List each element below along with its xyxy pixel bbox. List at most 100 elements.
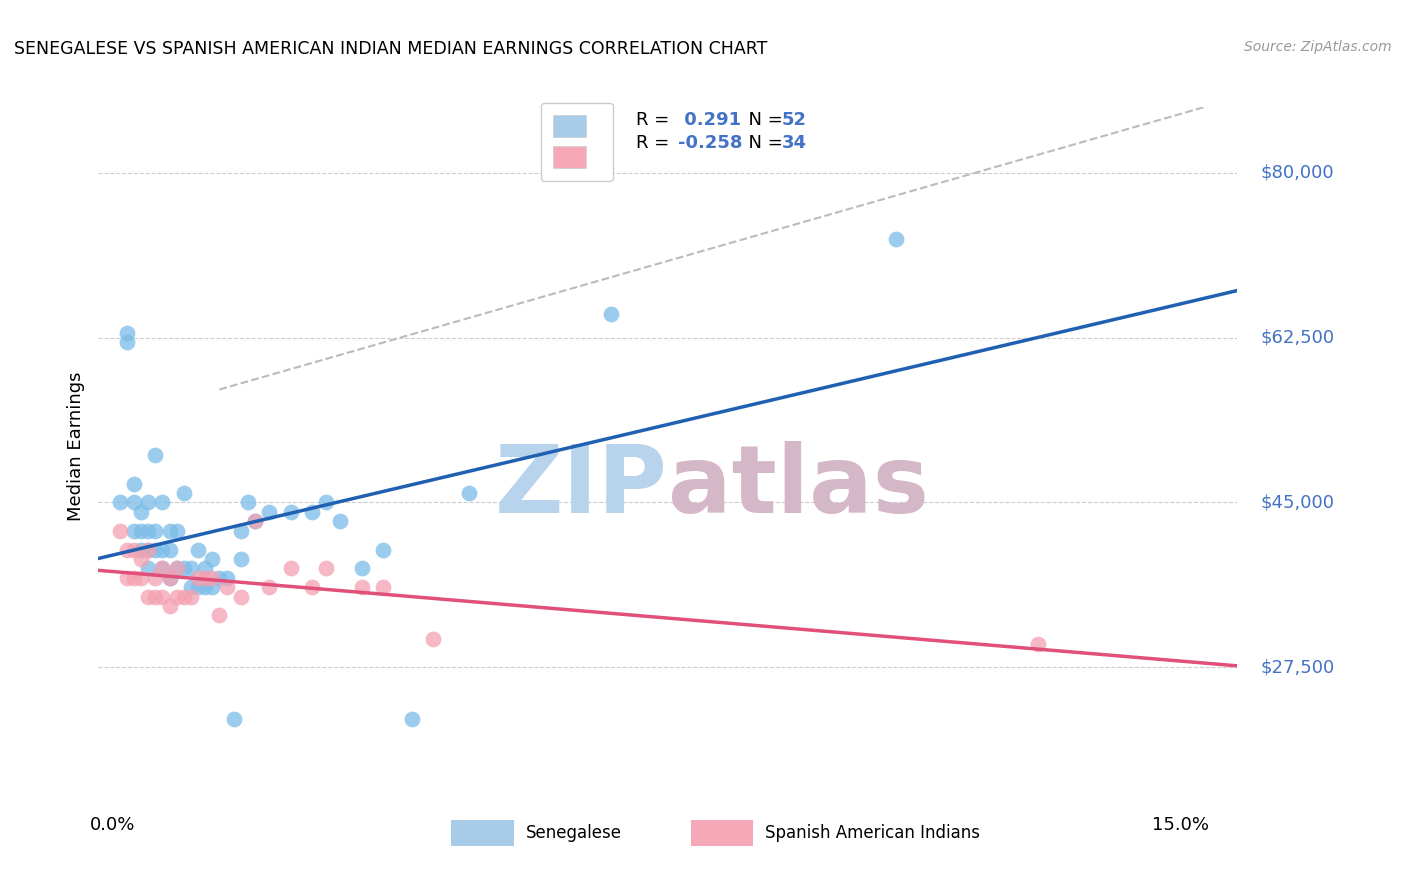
Point	[201, 571, 224, 585]
Point	[122, 476, 145, 491]
Point	[136, 542, 159, 557]
Point	[194, 571, 217, 585]
Point	[159, 571, 181, 585]
Point	[136, 590, 159, 604]
Point	[129, 571, 152, 585]
Point	[173, 486, 195, 500]
Text: N =: N =	[737, 112, 789, 129]
Point	[259, 505, 281, 519]
Point	[229, 552, 252, 566]
Point	[243, 514, 266, 528]
Text: -0.258: -0.258	[678, 134, 742, 152]
Point	[108, 524, 131, 538]
Y-axis label: Median Earnings: Median Earnings	[67, 371, 86, 521]
Point	[136, 495, 159, 509]
Text: 34: 34	[782, 134, 807, 152]
Point	[194, 580, 217, 594]
Text: N =: N =	[737, 134, 789, 152]
Point	[152, 542, 174, 557]
Point	[350, 580, 373, 594]
Point	[108, 495, 131, 509]
Point	[215, 580, 238, 594]
Text: $45,000: $45,000	[1260, 493, 1334, 511]
Text: $27,500: $27,500	[1260, 658, 1334, 676]
Point	[122, 542, 145, 557]
Point	[180, 561, 202, 575]
Text: Source: ZipAtlas.com: Source: ZipAtlas.com	[1244, 40, 1392, 54]
Point	[301, 505, 323, 519]
Point	[115, 571, 138, 585]
Point	[115, 326, 138, 340]
Point	[280, 561, 302, 575]
Point	[159, 571, 181, 585]
Point	[187, 571, 209, 585]
Point	[145, 542, 167, 557]
Text: R =: R =	[636, 112, 675, 129]
Point	[173, 590, 195, 604]
Point	[401, 712, 423, 726]
Point	[194, 561, 217, 575]
Point	[115, 542, 138, 557]
Point	[187, 580, 209, 594]
Point	[145, 590, 167, 604]
Point	[115, 335, 138, 350]
Point	[422, 632, 444, 646]
Text: SENEGALESE VS SPANISH AMERICAN INDIAN MEDIAN EARNINGS CORRELATION CHART: SENEGALESE VS SPANISH AMERICAN INDIAN ME…	[14, 40, 768, 58]
Point	[159, 524, 181, 538]
Text: atlas: atlas	[668, 441, 929, 533]
Point	[180, 580, 202, 594]
Point	[152, 590, 174, 604]
Point	[122, 524, 145, 538]
Point	[129, 505, 152, 519]
Point	[152, 561, 174, 575]
Point	[159, 542, 181, 557]
Point	[129, 552, 152, 566]
Point	[1026, 637, 1049, 651]
Point	[166, 524, 188, 538]
Point	[329, 514, 352, 528]
Point	[129, 542, 152, 557]
Point	[159, 599, 181, 613]
Point	[136, 524, 159, 538]
Point	[152, 495, 174, 509]
Text: 15.0%: 15.0%	[1152, 815, 1209, 833]
Point	[259, 580, 281, 594]
Point	[166, 590, 188, 604]
Point	[280, 505, 302, 519]
Point	[371, 542, 394, 557]
Point	[166, 561, 188, 575]
Point	[301, 580, 323, 594]
Point	[350, 561, 373, 575]
Point	[229, 524, 252, 538]
Point	[136, 561, 159, 575]
Text: Spanish American Indians: Spanish American Indians	[765, 824, 980, 842]
Point	[122, 571, 145, 585]
Point	[229, 590, 252, 604]
Point	[136, 542, 159, 557]
Point	[145, 571, 167, 585]
Text: 52: 52	[782, 112, 807, 129]
Point	[884, 232, 907, 246]
Point	[173, 561, 195, 575]
Point	[122, 495, 145, 509]
Text: Senegalese: Senegalese	[526, 824, 621, 842]
Point	[236, 495, 259, 509]
Point	[129, 524, 152, 538]
Point	[145, 524, 167, 538]
Point	[208, 608, 231, 623]
Point	[222, 712, 245, 726]
Point	[187, 542, 209, 557]
Point	[166, 561, 188, 575]
Text: $80,000: $80,000	[1260, 164, 1334, 182]
Text: 0.0%: 0.0%	[90, 815, 135, 833]
Point	[457, 486, 479, 500]
Point	[152, 561, 174, 575]
Legend: , : ,	[541, 103, 613, 181]
Point	[180, 590, 202, 604]
Point	[201, 552, 224, 566]
Point	[315, 561, 337, 575]
Point	[243, 514, 266, 528]
Point	[315, 495, 337, 509]
Point	[600, 307, 623, 321]
Text: 0.291: 0.291	[678, 112, 741, 129]
